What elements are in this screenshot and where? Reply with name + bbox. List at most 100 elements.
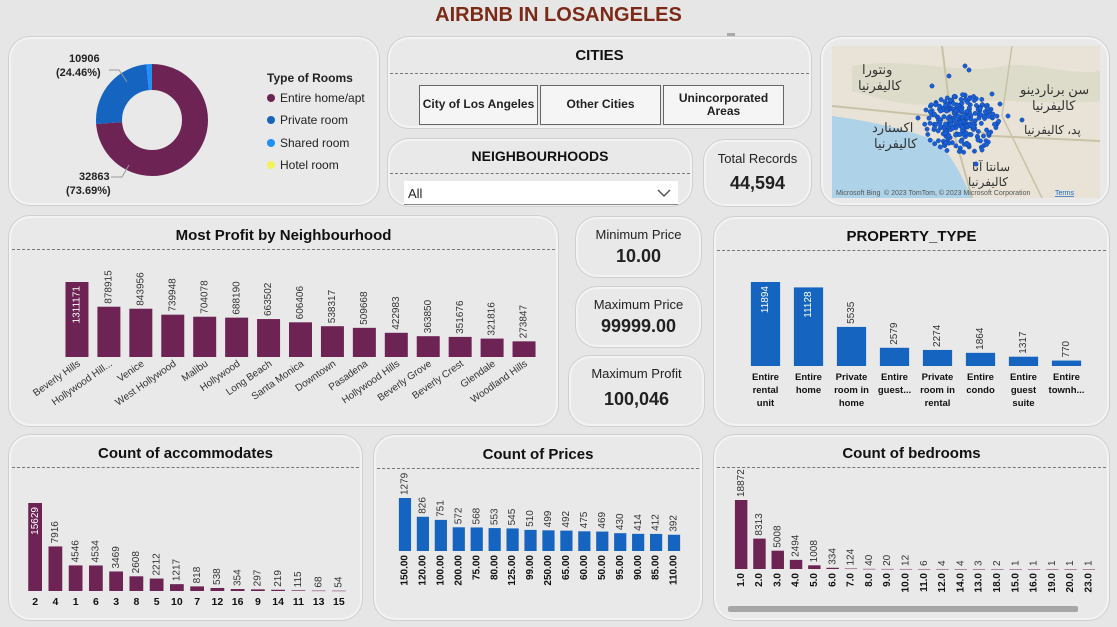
bar-7[interactable] [289, 322, 312, 357]
bar-10[interactable] [917, 568, 931, 570]
horizontal-scrollbar[interactable] [728, 606, 1078, 612]
legend-private-room[interactable]: Private room [267, 113, 348, 127]
prices-chart[interactable]: 1279 150.00 826 120.00 751 100.00 572 200.00 568… [374, 435, 704, 622]
bar-9[interactable] [210, 587, 225, 591]
bedrooms-chart[interactable]: 18872 1.0 8313 2.0 5008 3.0 2494 4.0 1008 5.0 334 6… [714, 435, 1111, 622]
bar-3[interactable] [879, 347, 910, 366]
bar-11[interactable] [416, 336, 440, 357]
bar-1[interactable] [48, 546, 63, 591]
city-button-unincorporated[interactable]: Unincorporated Areas [663, 85, 784, 125]
accommodates-chart[interactable]: 1562927916445461453463469326088221251217… [9, 435, 364, 622]
city-button-los-angeles[interactable]: City of Los Angeles [419, 85, 538, 125]
bar-5[interactable] [965, 352, 996, 366]
bar-2[interactable] [129, 308, 153, 357]
legend-hotel-room[interactable]: Hotel room [267, 158, 339, 172]
bar-3[interactable] [452, 527, 465, 551]
bar-4[interactable] [922, 349, 953, 366]
bar-7[interactable] [169, 584, 184, 591]
bar-8[interactable] [190, 586, 205, 591]
bar-10[interactable] [384, 332, 408, 357]
bar-3[interactable] [789, 559, 803, 569]
bar-3[interactable] [161, 314, 185, 357]
bar-0[interactable] [734, 500, 748, 569]
city-button-other-cities[interactable]: Other Cities [540, 85, 661, 125]
bar-5[interactable] [129, 576, 144, 591]
bar-19[interactable] [1082, 568, 1096, 570]
bar-11[interactable] [250, 589, 265, 591]
bar-12[interactable] [271, 589, 286, 591]
bar-6[interactable] [844, 568, 858, 570]
bar-7[interactable] [1051, 360, 1082, 366]
bar-12[interactable] [954, 568, 967, 570]
bar-14[interactable] [311, 590, 326, 592]
legend-shared-room[interactable]: Shared room [267, 136, 349, 150]
bar-4[interactable] [193, 316, 217, 357]
bar-2[interactable] [68, 565, 83, 591]
legend-entire-home[interactable]: Entire home/apt [267, 91, 365, 105]
map-point [926, 115, 932, 121]
bar-13[interactable] [632, 533, 645, 551]
bar-11[interactable] [936, 568, 949, 570]
bar-15[interactable] [1009, 568, 1022, 570]
bar-2[interactable] [771, 550, 784, 569]
bar-5[interactable] [826, 567, 839, 569]
bar-14[interactable] [991, 568, 1004, 570]
bar-4[interactable] [470, 527, 483, 551]
bar-1[interactable] [97, 306, 121, 357]
bar-11[interactable] [596, 531, 609, 551]
bar-12[interactable] [614, 533, 627, 551]
map-point [960, 92, 965, 98]
map-card[interactable]: ونتورا کالیفرنیا سن برناردینو کالیفرنیا … [820, 36, 1110, 206]
map-visual[interactable]: ونتورا کالیفرنیا سن برناردینو کالیفرنیا … [832, 46, 1100, 198]
bar-6[interactable] [1008, 356, 1039, 366]
bar-10[interactable] [230, 589, 245, 591]
total-records-label: Total Records [717, 151, 798, 166]
bar-0[interactable] [750, 282, 781, 366]
bar-7[interactable] [524, 529, 537, 551]
bar-0[interactable] [398, 498, 412, 551]
bar-1[interactable] [753, 538, 766, 569]
bar-9[interactable] [560, 530, 573, 551]
bar-0[interactable] [65, 282, 89, 357]
bar-13[interactable] [972, 568, 986, 570]
property-type-chart[interactable]: 11894 Entire rental unit 11128 Entire home 5535… [714, 217, 1111, 428]
bar-8[interactable] [881, 568, 894, 570]
bar-16[interactable] [1027, 568, 1041, 570]
bar-18[interactable] [1064, 568, 1077, 570]
map-point [984, 142, 989, 147]
bar-6[interactable] [149, 578, 164, 591]
bar-8[interactable] [542, 530, 555, 551]
bar-9[interactable] [352, 327, 376, 357]
bar-14[interactable] [649, 533, 663, 551]
map-point [979, 147, 985, 153]
room-types-donut[interactable] [9, 37, 381, 207]
bar-1[interactable] [793, 287, 824, 366]
bar-12[interactable] [448, 336, 472, 357]
bar-6[interactable] [257, 319, 281, 357]
bar-9[interactable] [899, 568, 913, 570]
bar-0[interactable] [28, 503, 43, 591]
bar-5[interactable] [225, 317, 249, 357]
bar-2[interactable] [434, 519, 447, 551]
bar-14[interactable] [512, 341, 536, 357]
neighbourhood-dropdown[interactable]: All [404, 181, 678, 205]
bar-17[interactable] [1046, 568, 1059, 570]
bar-4[interactable] [808, 565, 821, 569]
bar-4[interactable] [109, 571, 124, 591]
map-point [958, 96, 964, 102]
bar-13[interactable] [480, 338, 504, 357]
bar-8[interactable] [320, 326, 344, 357]
bar-1[interactable] [416, 516, 430, 551]
bar-15[interactable] [331, 590, 346, 592]
room-types-card[interactable]: 10906 (24.46%) 32863 (73.69%) Type of Ro… [8, 36, 380, 206]
bar-13[interactable] [291, 590, 306, 591]
bar-6[interactable] [506, 528, 519, 551]
bar-7[interactable] [863, 568, 876, 570]
bar-15[interactable] [667, 534, 681, 551]
bar-2[interactable] [836, 326, 867, 366]
bar-10[interactable] [578, 531, 591, 551]
bar-5[interactable] [488, 528, 501, 551]
bar-3[interactable] [88, 565, 103, 591]
dashboard-title: AIRBNB IN LOSANGELES [435, 4, 682, 26]
